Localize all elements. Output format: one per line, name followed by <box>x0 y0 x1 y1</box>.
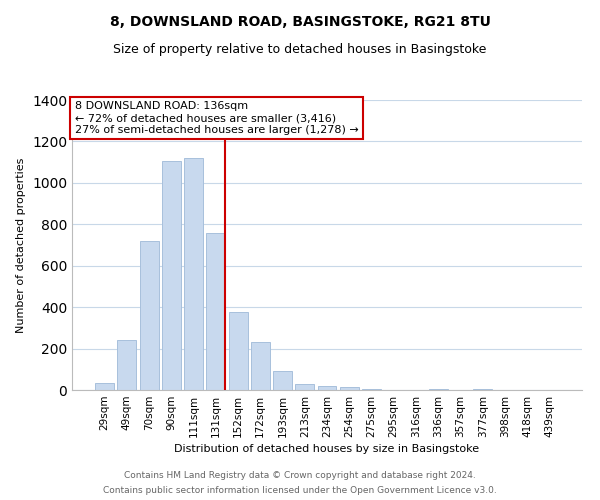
Text: Size of property relative to detached houses in Basingstoke: Size of property relative to detached ho… <box>113 42 487 56</box>
Y-axis label: Number of detached properties: Number of detached properties <box>16 158 26 332</box>
Bar <box>229 312 248 390</box>
Bar <box>206 232 225 390</box>
Bar <box>317 386 337 390</box>
Bar <box>140 241 158 390</box>
Bar <box>340 387 359 390</box>
Text: Contains HM Land Registry data © Crown copyright and database right 2024.: Contains HM Land Registry data © Crown c… <box>124 471 476 480</box>
Bar <box>295 384 314 390</box>
Bar <box>362 389 381 390</box>
Bar <box>251 342 270 390</box>
Bar <box>429 389 448 390</box>
Text: 8, DOWNSLAND ROAD, BASINGSTOKE, RG21 8TU: 8, DOWNSLAND ROAD, BASINGSTOKE, RG21 8TU <box>110 15 490 29</box>
Bar <box>273 372 292 390</box>
Text: Contains public sector information licensed under the Open Government Licence v3: Contains public sector information licen… <box>103 486 497 495</box>
X-axis label: Distribution of detached houses by size in Basingstoke: Distribution of detached houses by size … <box>175 444 479 454</box>
Bar <box>118 340 136 390</box>
Bar <box>184 158 203 390</box>
Bar <box>95 383 114 390</box>
Text: 8 DOWNSLAND ROAD: 136sqm
← 72% of detached houses are smaller (3,416)
27% of sem: 8 DOWNSLAND ROAD: 136sqm ← 72% of detach… <box>74 102 358 134</box>
Bar <box>162 161 181 390</box>
Bar <box>473 389 492 390</box>
